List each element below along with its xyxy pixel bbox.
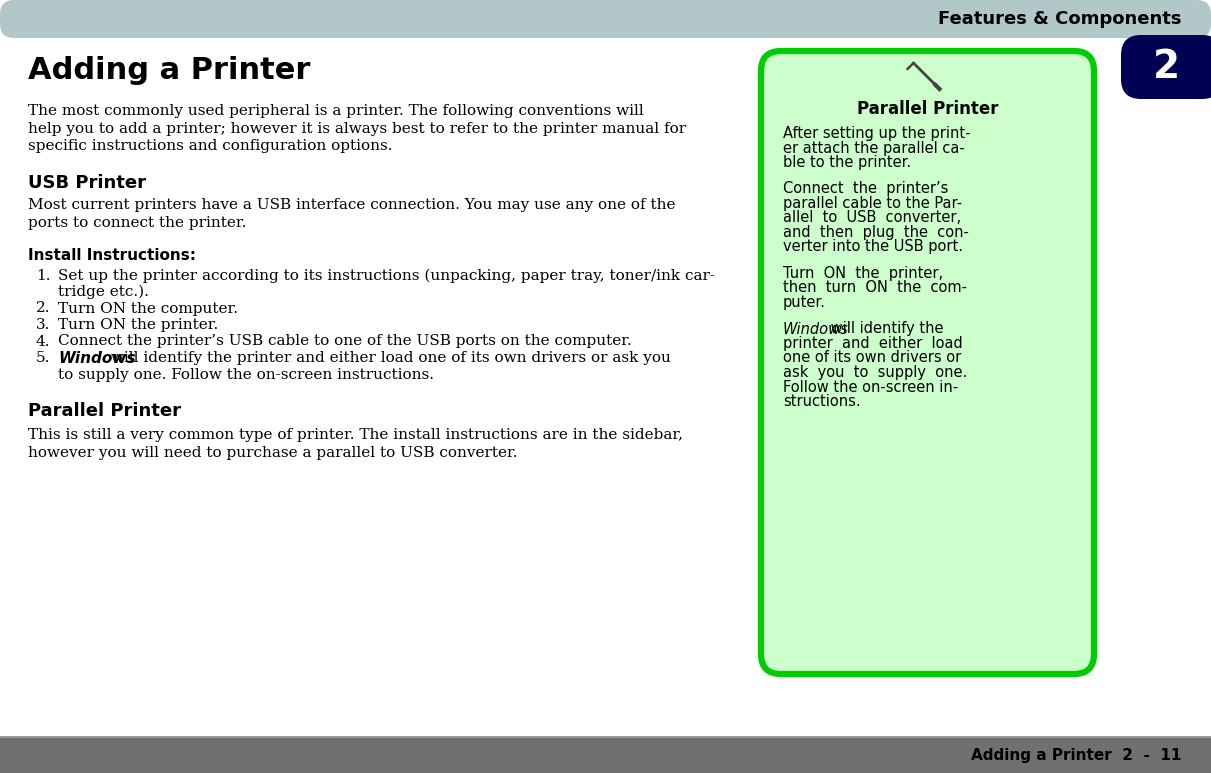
Text: verter into the USB port.: verter into the USB port. — [784, 240, 963, 254]
FancyBboxPatch shape — [0, 0, 1211, 38]
Text: Connect the printer’s USB cable to one of the USB ports on the computer.: Connect the printer’s USB cable to one o… — [58, 335, 632, 349]
Text: Turn  ON  the  printer,: Turn ON the printer, — [784, 266, 943, 281]
Text: Most current printers have a USB interface connection. You may use any one of th: Most current printers have a USB interfa… — [28, 199, 676, 213]
Text: one of its own drivers or: one of its own drivers or — [784, 350, 962, 366]
Text: however you will need to purchase a parallel to USB converter.: however you will need to purchase a para… — [28, 445, 517, 459]
Text: Turn ON the printer.: Turn ON the printer. — [58, 318, 218, 332]
Text: After setting up the print-: After setting up the print- — [784, 126, 970, 141]
Text: 1.: 1. — [36, 268, 51, 282]
Text: 2: 2 — [1153, 48, 1180, 86]
Text: parallel cable to the Par-: parallel cable to the Par- — [784, 196, 962, 211]
Text: puter.: puter. — [784, 295, 826, 310]
FancyBboxPatch shape — [761, 51, 1094, 674]
Text: Windows: Windows — [58, 351, 136, 366]
Text: specific instructions and configuration options.: specific instructions and configuration … — [28, 139, 392, 153]
Text: and  then  plug  the  con-: and then plug the con- — [784, 225, 969, 240]
Text: structions.: structions. — [784, 394, 861, 409]
Text: Features & Components: Features & Components — [937, 10, 1181, 28]
Text: will identify the printer and either load one of its own drivers or ask you: will identify the printer and either loa… — [105, 351, 671, 365]
FancyBboxPatch shape — [1121, 35, 1211, 99]
Text: Adding a Printer  2  -  11: Adding a Printer 2 - 11 — [971, 748, 1181, 763]
Text: tridge etc.).: tridge etc.). — [58, 285, 149, 299]
Text: Set up the printer according to its instructions (unpacking, paper tray, toner/i: Set up the printer according to its inst… — [58, 268, 714, 283]
Text: Windows: Windows — [784, 322, 849, 336]
Bar — [0, 736, 1211, 738]
Text: 4.: 4. — [36, 335, 51, 349]
Text: 5.: 5. — [36, 351, 51, 365]
Text: ask  you  to  supply  one.: ask you to supply one. — [784, 365, 968, 380]
Text: 3.: 3. — [36, 318, 51, 332]
Text: printer  and  either  load: printer and either load — [784, 336, 963, 351]
Text: er attach the parallel ca-: er attach the parallel ca- — [784, 141, 965, 155]
Text: Parallel Printer: Parallel Printer — [856, 100, 998, 118]
Text: 2.: 2. — [36, 301, 51, 315]
Text: ports to connect the printer.: ports to connect the printer. — [28, 216, 246, 230]
Text: USB Printer: USB Printer — [28, 175, 147, 192]
Text: then  turn  ON  the  com-: then turn ON the com- — [784, 281, 968, 295]
Text: to supply one. Follow the on-screen instructions.: to supply one. Follow the on-screen inst… — [58, 367, 434, 382]
Text: The most commonly used peripheral is a printer. The following conventions will: The most commonly used peripheral is a p… — [28, 104, 644, 118]
Text: Parallel Printer: Parallel Printer — [28, 402, 180, 420]
Text: Connect  the  printer’s: Connect the printer’s — [784, 182, 948, 196]
Text: ble to the printer.: ble to the printer. — [784, 155, 911, 170]
Text: allel  to  USB  converter,: allel to USB converter, — [784, 210, 962, 226]
Text: Turn ON the computer.: Turn ON the computer. — [58, 301, 239, 315]
Bar — [0, 738, 1211, 773]
Text: This is still a very common type of printer. The install instructions are in the: This is still a very common type of prin… — [28, 428, 683, 442]
Text: Follow the on-screen in-: Follow the on-screen in- — [784, 380, 958, 394]
Text: help you to add a printer; however it is always best to refer to the printer man: help you to add a printer; however it is… — [28, 121, 687, 135]
Text: Install Instructions:: Install Instructions: — [28, 247, 196, 263]
Text: will identify the: will identify the — [826, 322, 943, 336]
Text: Adding a Printer: Adding a Printer — [28, 56, 310, 85]
